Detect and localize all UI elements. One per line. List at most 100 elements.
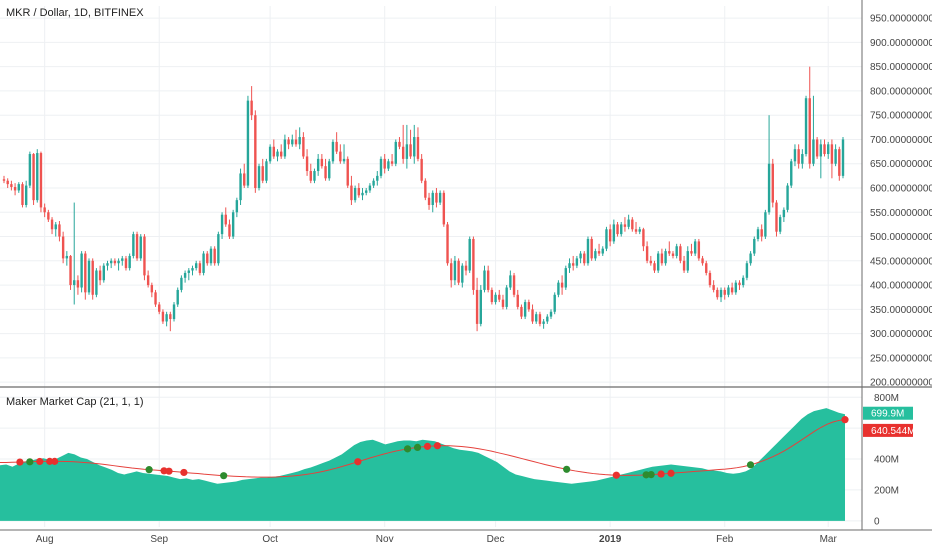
candle [790, 158, 793, 189]
candle [239, 168, 242, 205]
candle [313, 168, 316, 184]
candle-body [368, 185, 372, 191]
candle-body [790, 161, 793, 186]
candle [13, 183, 17, 196]
y-tick-label: 400.00000000 [870, 281, 932, 292]
candle-body [69, 255, 72, 286]
candle-body [531, 309, 534, 322]
candle-body [431, 192, 434, 205]
candle [17, 182, 20, 193]
candle [749, 251, 752, 266]
candle-body [17, 184, 20, 191]
candle [645, 241, 649, 264]
indicator-y-tick-label: 200M [874, 485, 899, 496]
candle-body [838, 149, 841, 176]
candle-body [102, 265, 105, 281]
candle [394, 139, 397, 167]
candle-body [76, 280, 80, 288]
candle-body [420, 158, 423, 181]
candle-body [812, 139, 815, 164]
candle-body [339, 151, 342, 162]
y-tick-label: 300.00000000 [870, 329, 932, 340]
candle-body [546, 316, 549, 322]
candle [557, 280, 560, 298]
candle [80, 251, 83, 293]
signal-dot [423, 442, 432, 450]
candle-body [405, 144, 409, 159]
candle [231, 209, 235, 239]
candle-body [520, 306, 523, 317]
candle [442, 190, 446, 227]
candle-body [387, 161, 390, 169]
candle-body [486, 270, 490, 290]
candle-body [65, 255, 69, 259]
signal-dot [220, 472, 228, 480]
candle [302, 132, 305, 159]
candle-body [416, 137, 420, 159]
candle-body [620, 224, 623, 235]
candle [531, 304, 534, 324]
candle [664, 248, 667, 266]
candle-body [401, 146, 405, 159]
candle [320, 154, 324, 169]
candle [361, 188, 364, 201]
candle [638, 226, 641, 235]
candle-body [479, 289, 482, 324]
candle [335, 132, 338, 155]
candle-body [146, 275, 150, 286]
y-tick-label: 500.00000000 [870, 232, 932, 243]
candle [457, 258, 460, 286]
candle [150, 282, 154, 298]
signal-dot [667, 469, 675, 477]
candle-body [446, 224, 449, 264]
candle-body [139, 236, 142, 259]
candle-body [95, 270, 98, 295]
candle [838, 146, 841, 181]
candle-body [305, 156, 309, 172]
candle [634, 221, 638, 235]
candle-body [291, 139, 294, 145]
candle-body [756, 229, 760, 239]
price-badge-label: 640.544M [871, 426, 915, 437]
candle-body [198, 263, 202, 273]
candle-body [394, 141, 397, 164]
candle-body [191, 268, 194, 271]
signal-dot [46, 457, 54, 465]
candle [109, 258, 113, 269]
price-badge-label: 699.9M [871, 409, 904, 420]
candle-body [723, 289, 726, 295]
indicator-series [0, 408, 849, 521]
candle-body [623, 224, 627, 227]
candle [782, 207, 786, 222]
candle-body [106, 263, 109, 266]
candle [682, 255, 686, 273]
y-tick-label: 850.00000000 [870, 62, 932, 73]
candle [793, 144, 797, 167]
candle-body [143, 236, 146, 276]
candle-body [804, 98, 808, 155]
candle [61, 231, 65, 264]
candle [76, 275, 80, 295]
candle-body [575, 258, 579, 266]
candle-body [213, 248, 216, 264]
candle-body [745, 263, 749, 278]
indicator-y-tick-label: 400M [874, 455, 899, 466]
candle [620, 221, 623, 237]
candle [594, 248, 597, 261]
candle-body [309, 171, 312, 181]
candle-body [719, 289, 723, 298]
candle [753, 236, 756, 256]
candle-body [276, 151, 279, 157]
indicator-y-tick-label: 800M [874, 393, 899, 404]
candle [453, 255, 457, 286]
candle-body [712, 285, 715, 290]
candle-body [457, 260, 460, 283]
candle [623, 217, 627, 232]
candle-body [379, 158, 383, 176]
candle [553, 292, 556, 315]
candle-body [742, 277, 745, 286]
signal-dot [647, 470, 655, 479]
candle-body [84, 253, 87, 293]
price-badge: 699.9M [863, 406, 913, 420]
